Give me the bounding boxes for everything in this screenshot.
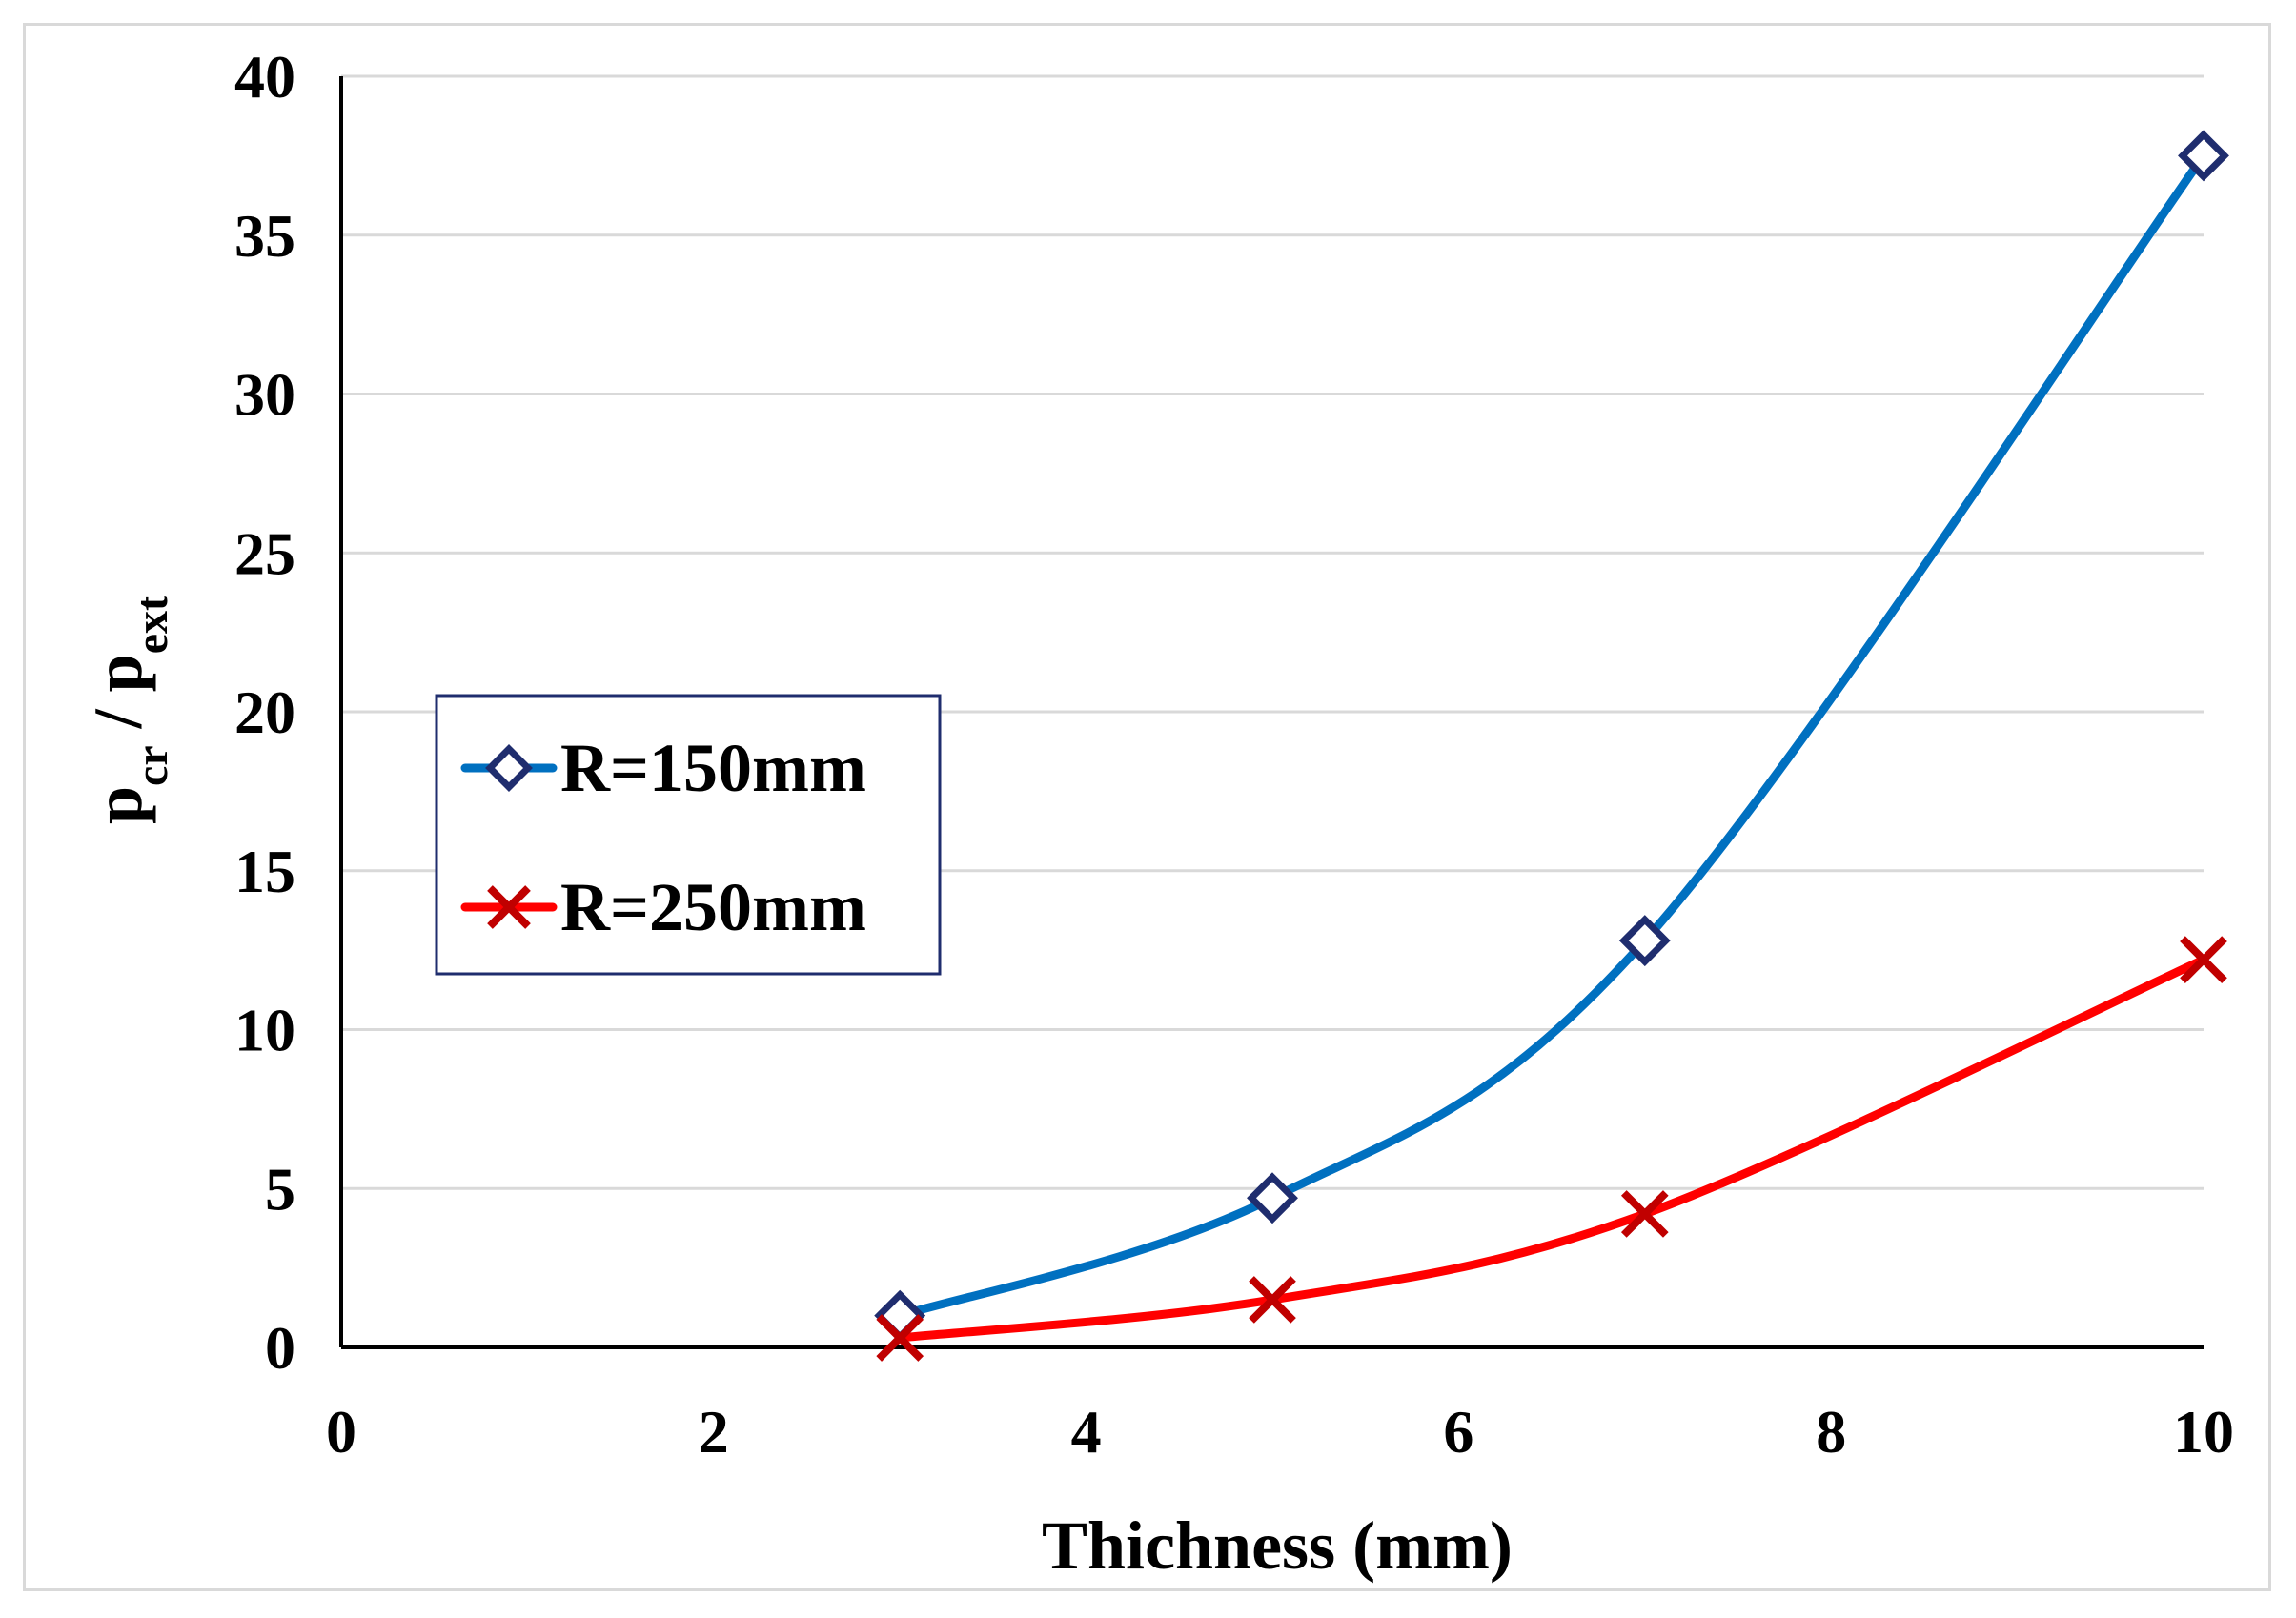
y-axis-title-sub2: ext xyxy=(127,596,177,654)
x-tick-label: 0 xyxy=(326,1398,356,1466)
series-line xyxy=(895,151,2208,1321)
x-tick-labels: 0 2 4 6 8 10 xyxy=(326,1398,2234,1466)
x-axis-title: Thichness (mm) xyxy=(1042,1507,1513,1584)
legend-box xyxy=(435,694,942,976)
y-tick-label: 20 xyxy=(234,678,295,746)
y-tick-label: 5 xyxy=(265,1155,295,1223)
y-tick-label: 40 xyxy=(234,43,295,111)
data-point-x xyxy=(876,1314,924,1362)
series-line xyxy=(895,955,2208,1343)
x-tick-label: 2 xyxy=(699,1398,729,1466)
y-tick-label: 10 xyxy=(234,997,295,1064)
y-axis-title: pcr / pext xyxy=(80,596,177,824)
series-R=150mm xyxy=(874,130,2229,1342)
data-point-x xyxy=(1249,1276,1296,1324)
y-tick-labels: 0 5 10 15 20 25 30 35 40 xyxy=(234,43,295,1382)
chart-frame xyxy=(23,23,2271,1591)
y-axis-title-p2: p xyxy=(80,654,156,692)
y-tick-label: 30 xyxy=(234,361,295,429)
data-point-x xyxy=(1620,1190,1669,1238)
legend-label-r150: R=150mm xyxy=(560,730,866,806)
x-tick-label: 10 xyxy=(2173,1398,2234,1466)
y-axis-title-p1: p xyxy=(80,786,156,824)
series-R=250mm xyxy=(876,936,2227,1362)
x-tick-label: 4 xyxy=(1071,1398,1102,1466)
data-point-diamond xyxy=(1618,915,1671,967)
axes xyxy=(339,76,2204,1349)
legend-marker-x-icon xyxy=(487,885,531,929)
data-point-diamond xyxy=(874,1289,926,1342)
legend-marker-diamond-icon xyxy=(485,744,533,792)
legend-label-r250: R=250mm xyxy=(560,869,866,945)
data-point-x xyxy=(2180,936,2227,983)
data-point-diamond xyxy=(1247,1172,1298,1224)
series-layer xyxy=(874,130,2229,1362)
y-tick-label: 0 xyxy=(265,1314,295,1382)
y-tick-label: 35 xyxy=(234,202,295,270)
x-tick-label: 6 xyxy=(1443,1398,1473,1466)
data-point-diamond xyxy=(2178,130,2229,182)
y-tick-label: 15 xyxy=(234,838,295,905)
y-axis-title-sub1: cr xyxy=(127,745,177,786)
gridlines xyxy=(341,74,2204,1190)
legend: R=150mm R=250mm xyxy=(435,694,942,976)
y-axis-title-sep: / xyxy=(80,692,156,745)
x-tick-label: 8 xyxy=(1816,1398,1846,1466)
y-tick-label: 25 xyxy=(234,519,295,587)
